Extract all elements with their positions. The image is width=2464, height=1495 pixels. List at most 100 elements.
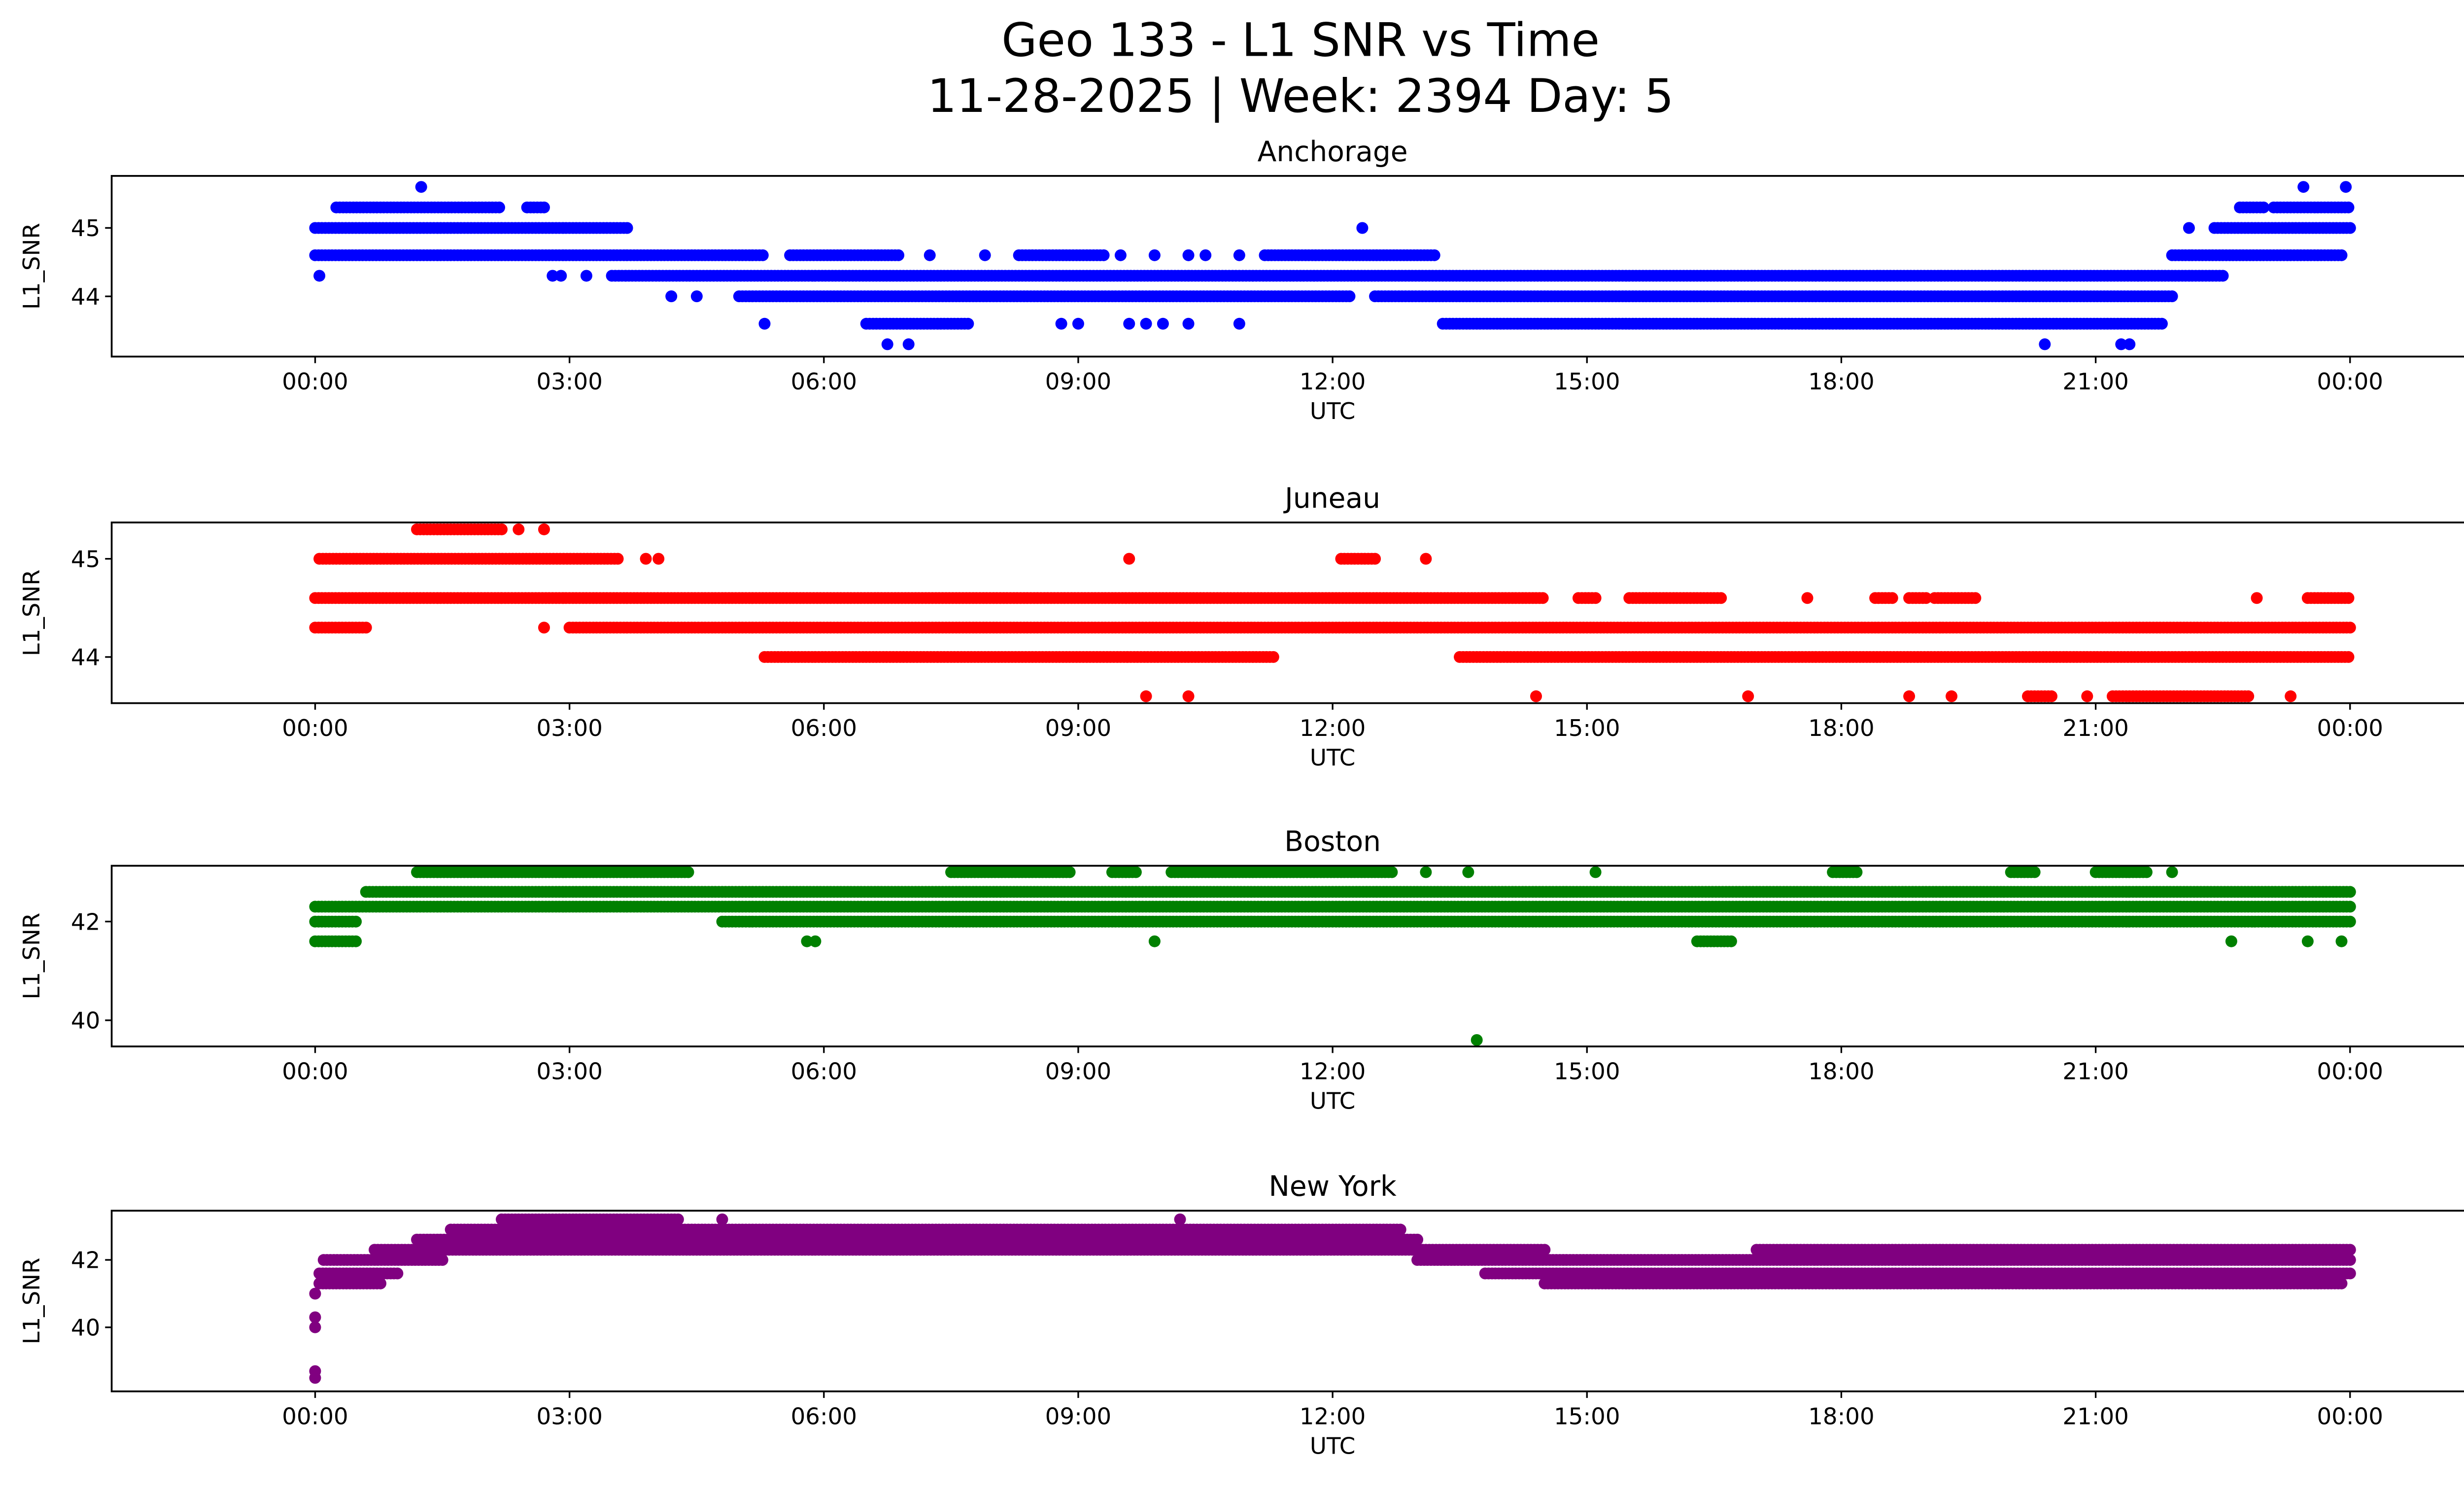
- data-point: [2123, 338, 2136, 350]
- data-point: [1462, 866, 1474, 878]
- data-point: [2251, 592, 2263, 604]
- data-point: [1063, 866, 1076, 878]
- data-point: [513, 523, 525, 535]
- x-tick-label: 18:00: [1808, 715, 1874, 742]
- data-point: [2156, 317, 2168, 330]
- data-points: [309, 181, 2356, 350]
- data-point: [2258, 201, 2270, 213]
- data-point: [640, 553, 652, 565]
- data-point: [2342, 201, 2355, 213]
- x-tick-label: 00:00: [2317, 369, 2383, 395]
- figure-title: Geo 133 - L1 SNR vs Time: [1001, 14, 1600, 68]
- x-tick-label: 00:00: [2317, 715, 2383, 742]
- data-point: [2183, 222, 2195, 234]
- y-tick-label: 45: [71, 546, 100, 573]
- data-point: [1946, 690, 1958, 702]
- data-point: [2028, 866, 2041, 878]
- data-point: [758, 317, 771, 330]
- x-tick-label: 09:00: [1045, 369, 1111, 395]
- subplot-title: Anchorage: [1258, 136, 1408, 168]
- data-point: [415, 181, 427, 193]
- x-tick-label: 18:00: [1808, 369, 1874, 395]
- data-point: [2285, 690, 2297, 702]
- data-point: [538, 622, 550, 634]
- data-point: [2335, 249, 2348, 261]
- data-point: [652, 553, 665, 565]
- data-point: [2081, 690, 2093, 702]
- data-point: [1589, 866, 1602, 878]
- data-point: [924, 249, 936, 261]
- x-axis-label: UTC: [1310, 745, 1355, 771]
- data-point: [493, 201, 506, 213]
- data-point: [547, 270, 559, 282]
- x-tick-label: 09:00: [1045, 715, 1111, 742]
- x-tick-label: 21:00: [2062, 715, 2128, 742]
- data-point: [313, 270, 326, 282]
- data-point: [2217, 270, 2229, 282]
- y-axis-label: L1_SNR: [19, 569, 45, 656]
- subplot-anchorage: Anchorage 00:00 03:00 06:00 09:00 12:00 15:00 1…: [19, 136, 2464, 425]
- x-tick-label: 06:00: [791, 369, 857, 395]
- subplot-title: Juneau: [1283, 482, 1380, 515]
- data-point: [1182, 690, 1195, 702]
- data-point: [2166, 866, 2178, 878]
- data-point: [1140, 317, 1152, 330]
- data-point: [2344, 222, 2356, 234]
- data-point: [1233, 317, 1245, 330]
- x-tick-label: 06:00: [791, 715, 857, 742]
- x-tick-label: 15:00: [1554, 715, 1620, 742]
- data-point: [1140, 690, 1152, 702]
- data-point: [1182, 249, 1195, 261]
- data-point: [2344, 886, 2356, 898]
- data-point: [2342, 651, 2355, 663]
- data-point: [892, 249, 905, 261]
- x-tick-label: 03:00: [536, 715, 602, 742]
- data-point: [1715, 592, 1727, 604]
- data-point: [1114, 249, 1127, 261]
- data-point: [1123, 553, 1135, 565]
- data-point: [580, 270, 592, 282]
- data-point: [1267, 651, 1279, 663]
- x-tick-label: 03:00: [536, 369, 602, 395]
- data-point: [2297, 181, 2310, 193]
- data-point: [682, 866, 694, 878]
- data-point: [1072, 317, 1084, 330]
- y-axis-label: L1_SNR: [19, 223, 45, 310]
- data-point: [1182, 317, 1195, 330]
- data-point: [2342, 592, 2355, 604]
- x-tick-label: 21:00: [2062, 369, 2128, 395]
- data-point: [538, 523, 550, 535]
- data-point: [1148, 249, 1161, 261]
- data-point: [962, 317, 974, 330]
- data-point: [1589, 592, 1602, 604]
- data-point: [2039, 338, 2051, 350]
- data-point: [1129, 866, 1142, 878]
- data-point: [1097, 249, 1110, 261]
- data-point: [2344, 901, 2356, 913]
- x-tick-label: 15:00: [1554, 369, 1620, 395]
- data-point: [1157, 317, 1169, 330]
- data-point: [1428, 249, 1440, 261]
- x-tick-label: 12:00: [1300, 369, 1366, 395]
- data-point: [2166, 290, 2178, 303]
- data-point: [1530, 690, 1542, 702]
- data-point: [555, 270, 567, 282]
- data-point: [538, 201, 550, 213]
- data-point: [1420, 866, 1432, 878]
- data-point: [902, 338, 915, 350]
- x-tick-label: 00:00: [282, 369, 348, 395]
- data-point: [1369, 553, 1381, 565]
- data-point: [621, 222, 633, 234]
- data-point: [1123, 317, 1135, 330]
- figure-subtitle: 11-28-2025 | Week: 2394 Day: 5: [927, 70, 1674, 123]
- data-point: [1886, 592, 1898, 604]
- data-point: [1356, 222, 1369, 234]
- y-tick-label: 45: [71, 215, 100, 242]
- data-point: [1055, 317, 1067, 330]
- data-point: [612, 553, 624, 565]
- data-point: [1343, 290, 1356, 303]
- x-axis-label: UTC: [1310, 398, 1355, 425]
- data-point: [1420, 553, 1432, 565]
- data-point: [1969, 592, 1982, 604]
